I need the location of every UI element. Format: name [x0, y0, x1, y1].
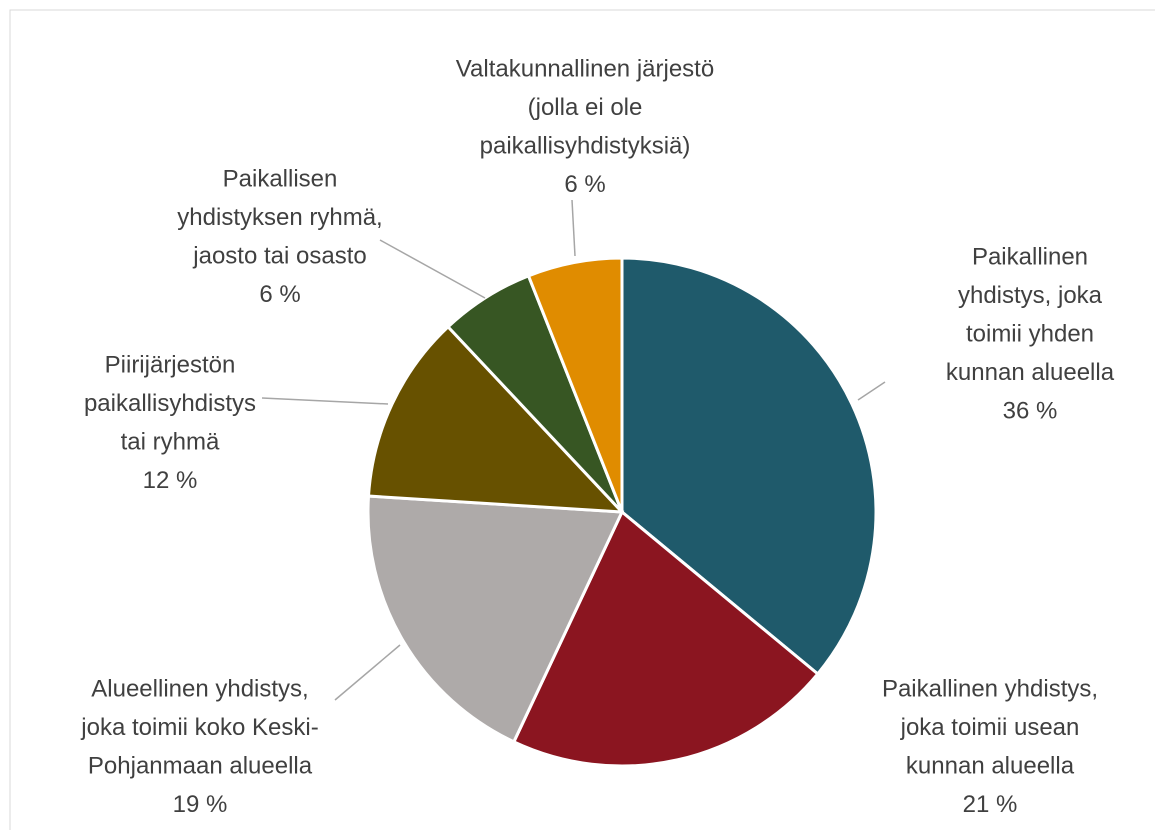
chart-frame	[9, 9, 1155, 830]
value-label: 12 %	[143, 467, 198, 494]
pie-slice	[526, 256, 624, 513]
slice-label: jaosto tai osasto	[192, 242, 366, 269]
value-label: 21 %	[963, 791, 1018, 818]
slice-label: (jolla ei ole	[528, 94, 643, 121]
value-label: 6 %	[259, 281, 300, 308]
slice-label: Valtakunnallinen järjestö	[456, 55, 714, 82]
slice-label: Paikallisen	[223, 165, 338, 192]
slice-label: paikallisyhdistys	[84, 390, 256, 417]
pie-slice	[511, 509, 820, 768]
slice-label: kunnan alueella	[906, 752, 1075, 779]
value-label: 19 %	[173, 791, 228, 818]
slice-label: Paikallinen	[972, 243, 1088, 270]
slice-label: Alueellinen yhdistys,	[91, 675, 308, 702]
pie-slice	[366, 324, 626, 514]
slice-label: Piirijärjestön	[105, 351, 236, 378]
pie-slice	[366, 494, 625, 744]
slice-label: Pohjanmaan alueella	[88, 752, 313, 779]
value-label: 36 %	[1003, 397, 1058, 424]
leader-line	[334, 644, 401, 701]
slice-label: yhdistys, joka	[958, 282, 1103, 309]
slice-label: toimii yhden	[966, 320, 1094, 347]
slice-label: kunnan alueella	[946, 359, 1115, 386]
leader-line	[857, 381, 886, 401]
pie-slice	[620, 256, 878, 677]
slice-label: Paikallinen yhdistys,	[882, 675, 1098, 702]
leader-line	[261, 397, 389, 405]
leader-line	[571, 199, 576, 257]
slice-label: paikallisyhdistyksiä)	[480, 132, 691, 159]
leader-line	[379, 239, 486, 299]
slice-label: joka toimii usean	[900, 714, 1080, 741]
slice-label: joka toimii koko Keski-	[80, 714, 318, 741]
slice-label: yhdistyksen ryhmä,	[177, 204, 382, 231]
slice-label: tai ryhmä	[121, 428, 220, 455]
value-label: 6 %	[564, 171, 605, 198]
